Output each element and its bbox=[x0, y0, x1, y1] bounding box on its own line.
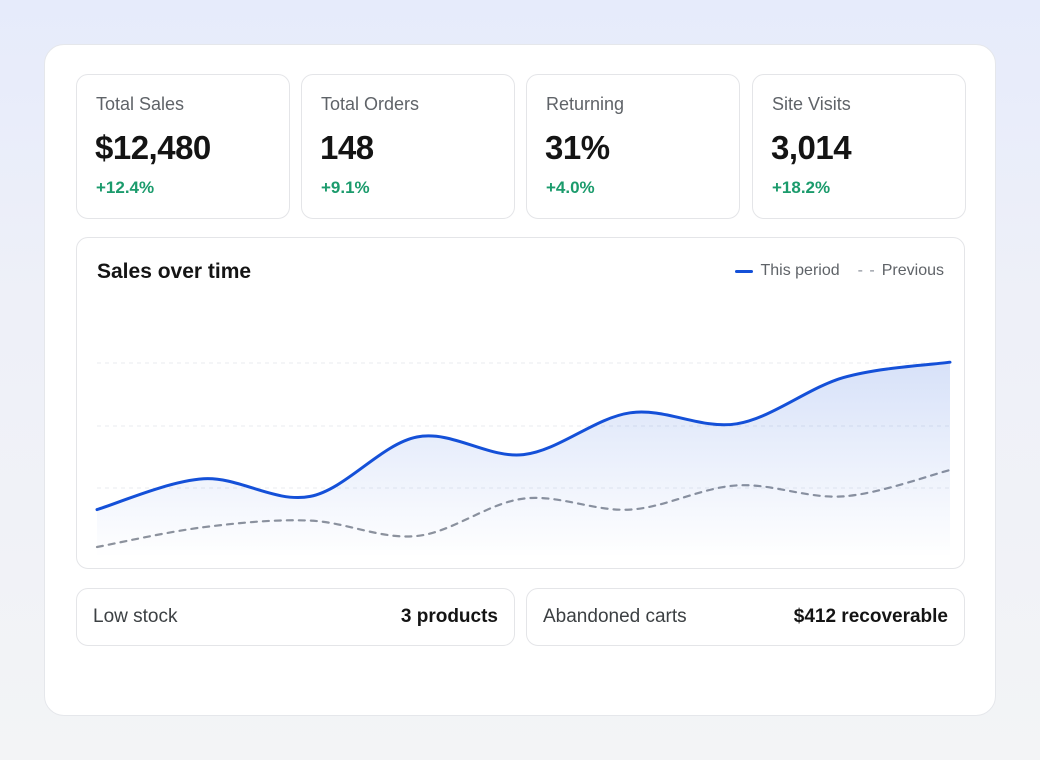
stat-delta: +9.1% bbox=[321, 178, 370, 197]
chart-title: Sales over time bbox=[97, 260, 252, 283]
info-value: 3 products bbox=[400, 606, 498, 627]
sales-chart-panel: Sales over time This period - - Previous bbox=[76, 237, 965, 569]
sales-line-chart bbox=[95, 360, 952, 558]
stat-value: 3,014 bbox=[771, 129, 852, 166]
legend-label: Previous bbox=[881, 262, 944, 279]
info-label: Abandoned carts bbox=[543, 606, 687, 627]
info-label: Low stock bbox=[93, 606, 178, 627]
dashboard-card: Total Sales $12,480 +12.4% Total Orders … bbox=[44, 44, 996, 716]
stat-label: Total Sales bbox=[96, 94, 185, 114]
legend-item-previous[interactable]: - - Previous bbox=[840, 262, 944, 280]
series-line-this-period[interactable] bbox=[95, 360, 952, 512]
stat-label: Returning bbox=[546, 94, 625, 114]
stat-delta: +12.4% bbox=[96, 178, 155, 197]
stat-value: 148 bbox=[320, 129, 374, 166]
legend-label: This period bbox=[760, 262, 840, 279]
stat-label: Site Visits bbox=[772, 94, 851, 114]
stat-card-returning[interactable]: Returning 31% +4.0% bbox=[526, 74, 740, 219]
stat-card-site-visits[interactable]: Site Visits 3,014 +18.2% bbox=[752, 74, 966, 219]
stat-value: 31% bbox=[545, 129, 610, 166]
stat-value: $12,480 bbox=[95, 129, 211, 166]
stat-card-total-sales[interactable]: Total Sales $12,480 +12.4% bbox=[76, 74, 290, 219]
legend-solid-line-icon bbox=[735, 269, 754, 273]
low-stock-card[interactable]: Low stock 3 products bbox=[76, 588, 515, 646]
stat-delta: +4.0% bbox=[546, 178, 595, 197]
legend-dashed-line-icon: - - bbox=[857, 262, 876, 279]
abandoned-carts-card[interactable]: Abandoned carts $412 recoverable bbox=[526, 588, 965, 646]
legend-item-this-period[interactable]: This period bbox=[735, 262, 840, 280]
info-value: $412 recoverable bbox=[793, 606, 948, 627]
chart-legend: This period - - Previous bbox=[735, 262, 944, 280]
stat-delta: +18.2% bbox=[772, 178, 831, 197]
series-area-this-period bbox=[97, 362, 950, 558]
stat-label: Total Orders bbox=[321, 94, 420, 114]
stat-card-total-orders[interactable]: Total Orders 148 +9.1% bbox=[301, 74, 515, 219]
